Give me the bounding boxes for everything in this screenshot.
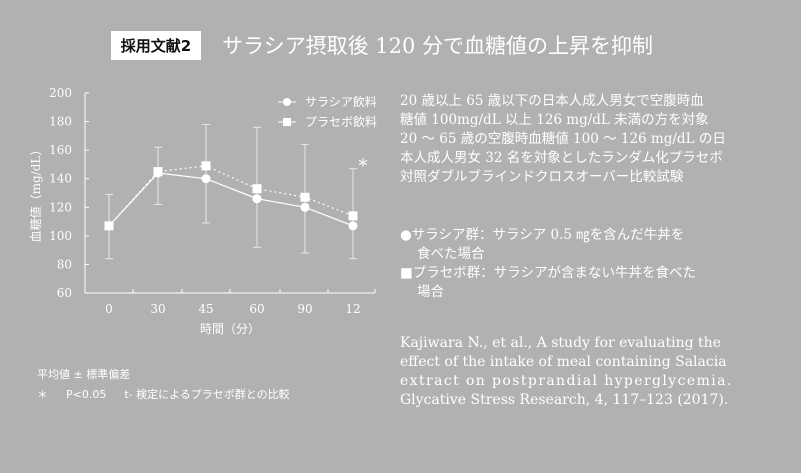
- page-title: サラシア摂取後 120 分で血糖値の上昇を抑制: [222, 34, 654, 58]
- square-bullet-icon: ■: [400, 265, 413, 281]
- y-tick-label: 80: [57, 257, 72, 271]
- citation-line: effect of the intake of meal containing …: [400, 354, 727, 370]
- circle-bullet-icon: ●: [400, 227, 412, 243]
- citation: Kajiwara N., et al., A study for evaluat…: [400, 334, 733, 410]
- salacia-point: [348, 221, 358, 231]
- y-tick-label: 180: [49, 115, 72, 129]
- group-list: ●サラシア群：サラシア 0.5 ㎎を含んだ牛丼を 食べた場合 ■プラセボ群：サラ…: [400, 226, 696, 302]
- note-p-value: P<0.05: [66, 388, 107, 401]
- placebo-point: [252, 184, 262, 194]
- salacia-line: [108, 172, 354, 227]
- chart-notes: 平均値 ± 標準偏差 ＊ P<0.05 t- 検定によるプラセボ群との比較: [37, 365, 308, 405]
- x-tick-label: 45: [198, 302, 213, 316]
- note-test: t- 検定によるプラセボ群との比較: [124, 388, 290, 401]
- legend-salacia-marker: [283, 98, 291, 106]
- placebo-line: [108, 165, 354, 227]
- description-line: 本人成人男女 32 名を対象としたランダム化プラセボ: [400, 150, 723, 166]
- group-placebo-text-cont: 場合: [417, 284, 444, 300]
- description-line: 20 歳以上 65 歳以下の日本人成人男女で空腹時血: [400, 93, 704, 109]
- salacia-point: [252, 194, 262, 204]
- y-tick-label: 200: [49, 86, 72, 100]
- x-tick-label: 90: [297, 302, 312, 316]
- y-tick-label: 120: [49, 200, 72, 214]
- description-line: 対照ダブルブラインドクロスオーバー比較試験: [400, 169, 684, 185]
- x-tick-label: 30: [150, 302, 165, 316]
- y-tick-label: 60: [57, 286, 72, 300]
- y-tick-label: 140: [49, 172, 72, 186]
- significance-marker: *: [359, 156, 368, 177]
- placebo-point: [300, 192, 310, 202]
- placebo-point: [201, 161, 211, 171]
- group-placebo-text: プラセボ群：サラシアが含まない牛丼を食べた: [412, 265, 696, 281]
- significance-star: ＊: [37, 388, 48, 401]
- study-description: 20 歳以上 65 歳以下の日本人成人男女で空腹時血 糖値 100mg/dL 以…: [400, 92, 726, 187]
- legend-salacia-label: サラシア飲料: [305, 94, 377, 109]
- citation-line: Glycative Stress Research, 4, 117–123 (2…: [400, 392, 729, 408]
- y-axis-label: 血糖値（mg/dL）: [28, 144, 43, 243]
- y-tick-label: 100: [49, 229, 72, 243]
- salacia-point: [201, 174, 211, 184]
- description-line: 20 〜 65 歳の空腹時血糖値 100 〜 126 mg/dL の日: [400, 131, 726, 147]
- x-tick-label: 60: [249, 302, 264, 316]
- salacia-point: [300, 202, 310, 212]
- description-line: 糖値 100mg/dL 以上 126 mg/dL 未満の方を対象: [400, 112, 709, 128]
- group-salacia-text: サラシア群：サラシア 0.5 ㎎を含んだ牛丼を: [411, 227, 685, 243]
- note-mean-sd: 平均値 ± 標準偏差: [37, 368, 131, 381]
- salacia-point: [153, 168, 163, 178]
- reference-badge: 採用文献2: [111, 31, 201, 60]
- citation-line: extract on postprandial hyperglycemia.: [400, 373, 733, 389]
- citation-line: Kajiwara N., et al., A study for evaluat…: [400, 335, 721, 351]
- x-tick-label: 12: [345, 302, 360, 316]
- legend-placebo-marker: [283, 118, 291, 126]
- legend-placebo-label: プラセボ飲料: [305, 114, 377, 129]
- x-tick-label: 0: [105, 302, 113, 316]
- y-tick-label: 160: [49, 143, 72, 157]
- placebo-point: [348, 211, 358, 221]
- salacia-point: [104, 221, 114, 231]
- group-salacia-text-cont: 食べた場合: [417, 246, 485, 262]
- x-axis-label: 時間（分）: [200, 322, 260, 336]
